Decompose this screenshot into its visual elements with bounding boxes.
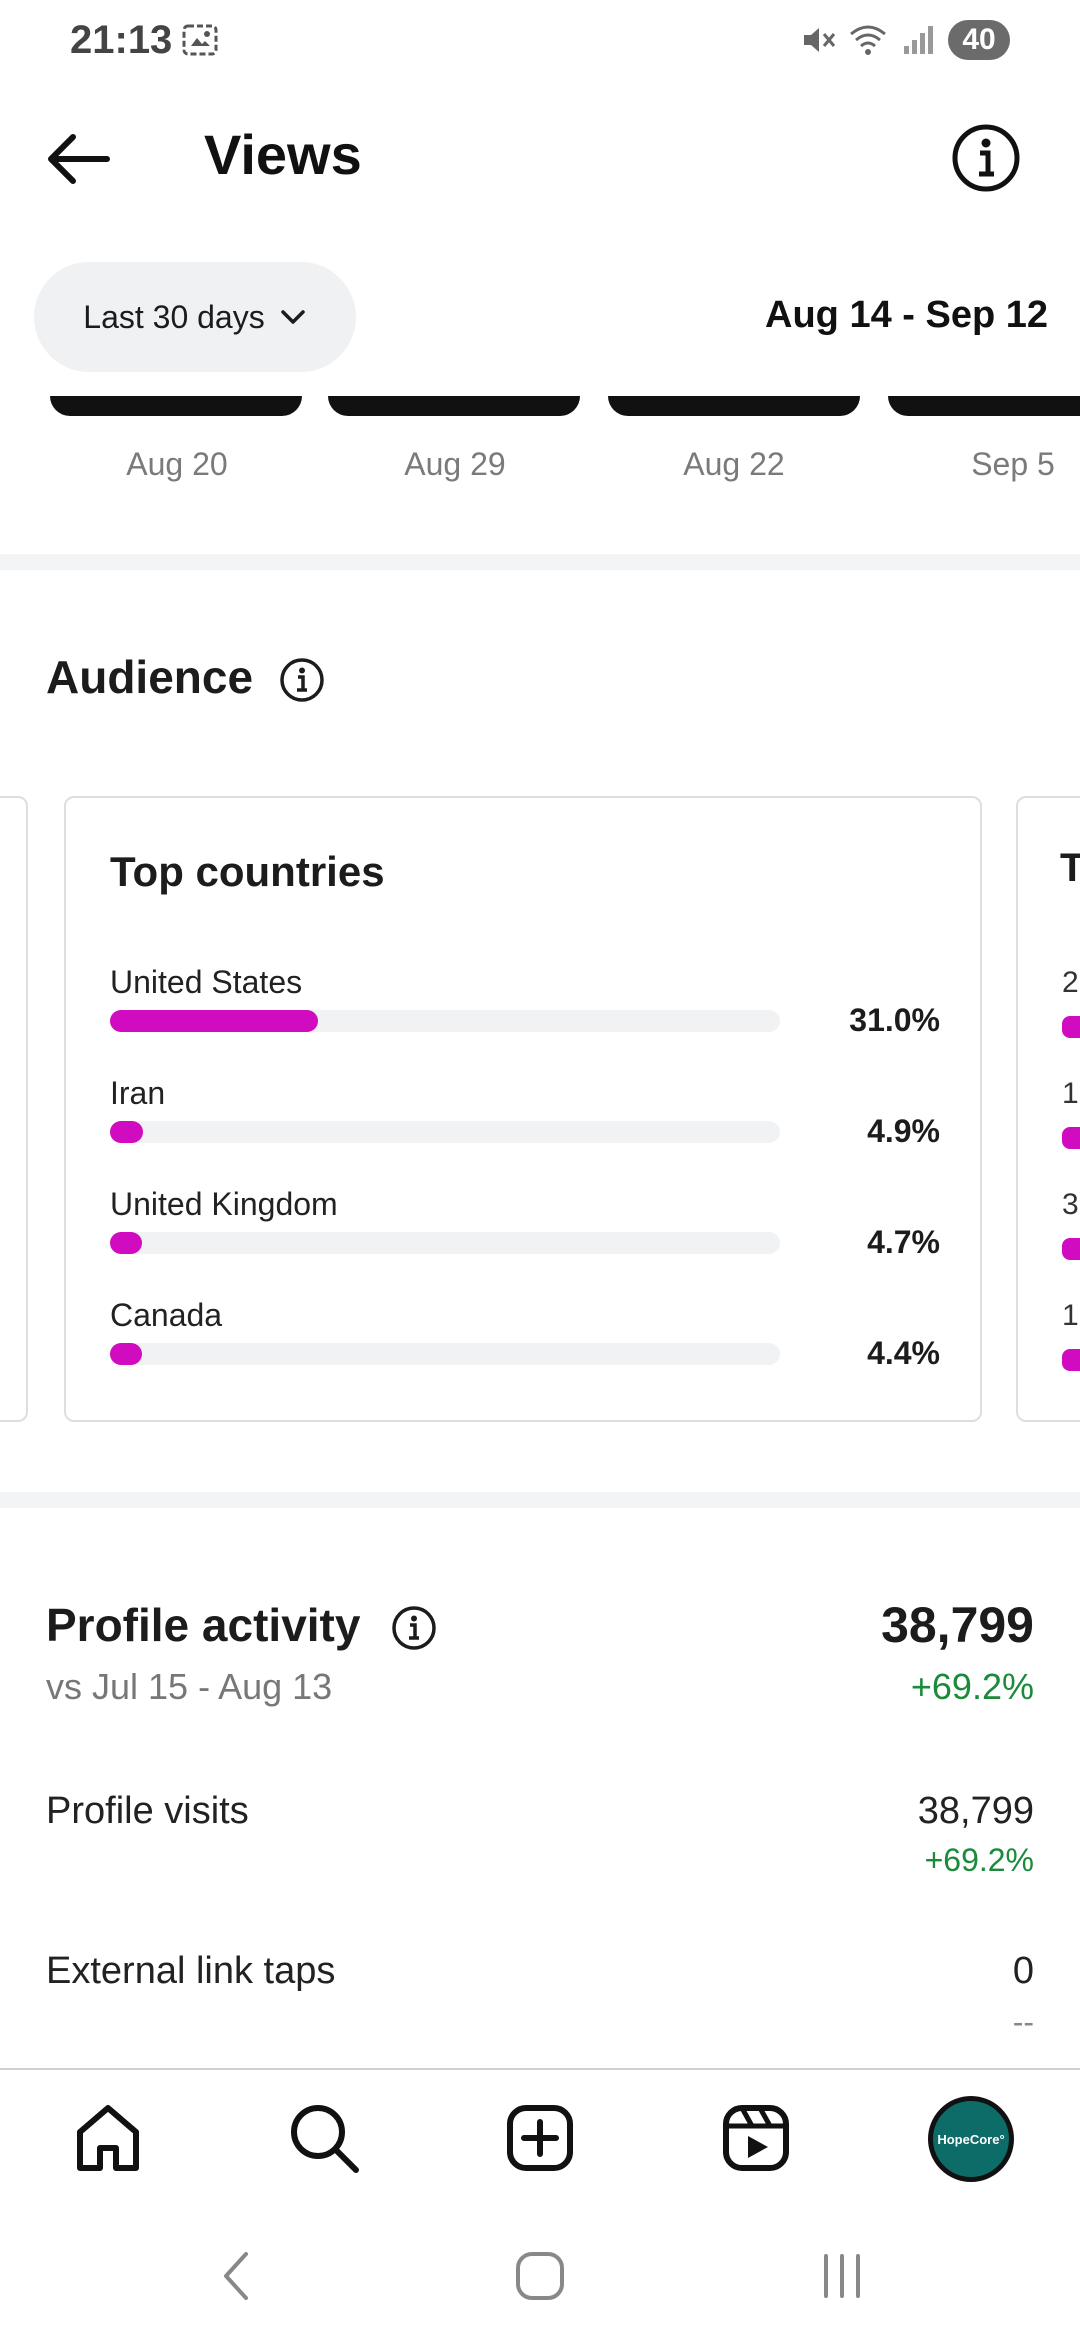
date-range-dropdown[interactable]: Last 30 days: [34, 262, 356, 372]
system-home-icon[interactable]: [510, 2246, 570, 2306]
info-icon[interactable]: [390, 1604, 438, 1652]
top-content-strip[interactable]: Aug 20 Aug 29 Aug 22 Sep 5: [0, 396, 1080, 506]
bottom-navigation: HopeCore°: [0, 2068, 1080, 2208]
signal-icon: [904, 26, 933, 54]
metric-label: External link taps: [46, 1950, 336, 1992]
next-card-value: 3: [1062, 1188, 1079, 1221]
profile-avatar[interactable]: HopeCore°: [928, 2096, 1014, 2182]
range-label: Last 30 days: [83, 298, 265, 335]
next-card-value: 2: [1062, 966, 1079, 999]
thumbnail-date: Aug 29: [404, 446, 506, 482]
metric-change: --: [1012, 2004, 1034, 2040]
status-icons: 40: [798, 16, 1010, 64]
chevron-down-icon: [280, 310, 305, 324]
system-back-icon[interactable]: [208, 2246, 268, 2306]
gallery-icon: [182, 24, 218, 56]
thumbnail[interactable]: [328, 396, 580, 416]
comparison-period: vs Jul 15 - Aug 13: [46, 1666, 333, 1707]
country-bar-fill: [110, 1010, 318, 1032]
country-name: United Kingdom: [110, 1186, 338, 1222]
country-row: United Kingdom 4.7%: [110, 1186, 940, 1286]
country-row: United States 31.0%: [110, 964, 940, 1064]
next-card-bar: [1062, 1349, 1080, 1371]
country-percent: 4.7%: [867, 1224, 940, 1260]
next-audience-card[interactable]: T 2 1 3 1: [1016, 796, 1080, 1422]
system-recents-icon[interactable]: [812, 2246, 872, 2306]
thumbnail[interactable]: [608, 396, 860, 416]
profile-activity-total: 38,799: [881, 1597, 1034, 1653]
country-name: Iran: [110, 1075, 166, 1111]
reels-icon[interactable]: [718, 2100, 794, 2176]
next-card-value: 1: [1062, 1077, 1079, 1110]
next-card-bar: [1062, 1127, 1080, 1149]
country-name: United States: [110, 964, 303, 1000]
country-bar-track: [110, 1010, 780, 1032]
profile-activity-title: Profile activity: [46, 1599, 361, 1651]
status-bar: 21:13 40: [0, 0, 1080, 80]
date-range-text: Aug 14 - Sep 12: [765, 294, 1048, 336]
home-icon[interactable]: [70, 2100, 146, 2176]
wifi-icon: [850, 25, 886, 55]
top-countries-card[interactable]: Top countries United States 31.0% Iran 4…: [64, 796, 982, 1422]
next-card-value: 1: [1062, 1299, 1079, 1332]
country-bar-fill: [110, 1343, 142, 1365]
thumbnail-date: Sep 5: [971, 446, 1055, 482]
info-icon[interactable]: [278, 656, 326, 704]
section-divider: [0, 554, 1080, 570]
page-title: Views: [204, 123, 362, 186]
thumbnail-date: Aug 20: [126, 446, 228, 482]
thumbnail-date: Aug 22: [683, 446, 785, 482]
create-icon[interactable]: [502, 2100, 578, 2176]
country-bar-track: [110, 1121, 780, 1143]
next-card-bar: [1062, 1016, 1080, 1038]
country-percent: 4.4%: [867, 1335, 940, 1371]
metric-value: 0: [1012, 1950, 1034, 1992]
audience-title: Audience: [46, 651, 254, 703]
country-percent: 4.9%: [867, 1113, 940, 1149]
system-navigation: [0, 2208, 1080, 2340]
country-bar-track: [110, 1343, 780, 1365]
country-bar-track: [110, 1232, 780, 1254]
thumbnail[interactable]: [50, 396, 302, 416]
metric-value: 38,799: [917, 1790, 1034, 1832]
section-divider: [0, 1492, 1080, 1508]
metric-change: +69.2%: [924, 1842, 1034, 1878]
next-card-bar: [1062, 1238, 1080, 1260]
country-name: Canada: [110, 1297, 223, 1333]
card-title: Top countries: [110, 848, 385, 895]
battery-indicator: 40: [948, 20, 1010, 60]
mute-icon: [804, 28, 836, 52]
arrow-left-icon: [48, 134, 110, 184]
country-row: Iran 4.9%: [110, 1075, 940, 1175]
country-bar-fill: [110, 1232, 142, 1254]
search-icon[interactable]: [286, 2100, 362, 2176]
info-icon[interactable]: [948, 120, 1024, 196]
metric-label: Profile visits: [46, 1790, 249, 1832]
back-button[interactable]: [38, 124, 118, 194]
next-card-title: T: [1060, 846, 1080, 891]
previous-audience-card[interactable]: [0, 796, 28, 1422]
header: Views: [0, 100, 1080, 220]
thumbnail[interactable]: [888, 396, 1080, 416]
profile-activity-change: +69.2%: [910, 1666, 1034, 1707]
country-row: Canada 4.4%: [110, 1297, 940, 1397]
country-bar-fill: [110, 1121, 143, 1143]
status-time: 21:13: [70, 18, 173, 62]
country-percent: 31.0%: [849, 1002, 940, 1038]
